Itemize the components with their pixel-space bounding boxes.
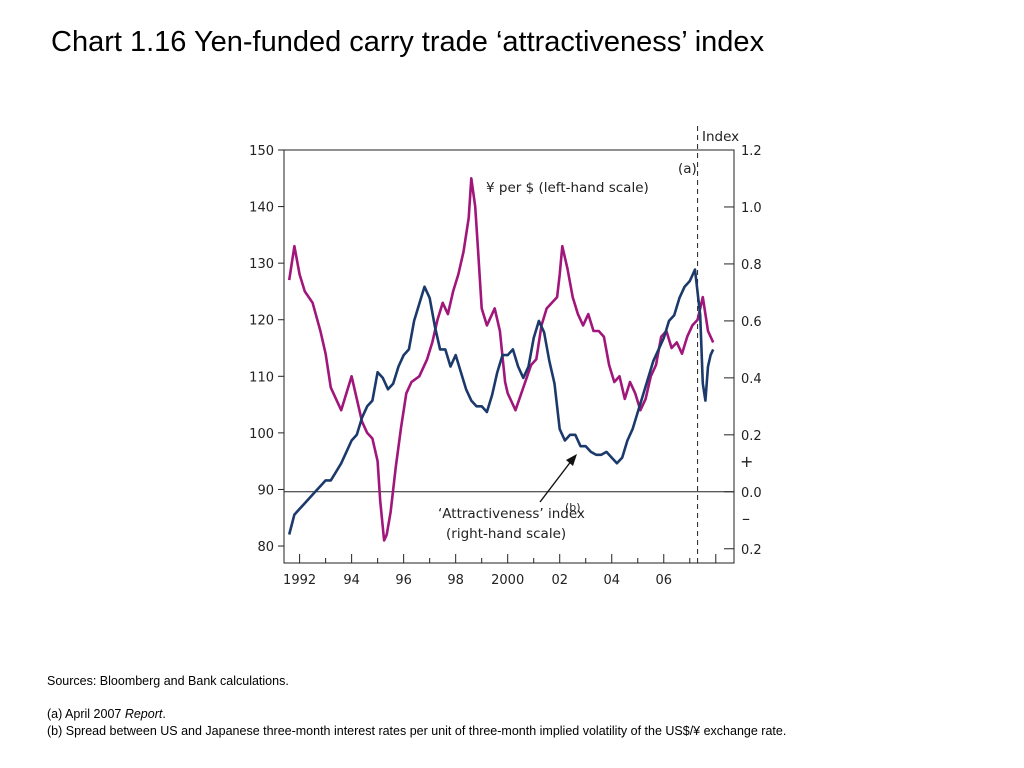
x-tick-label: 02: [551, 573, 568, 588]
left-tick-label: 120: [249, 314, 274, 329]
attractiveness-pointer-arrow: [539, 459, 573, 503]
footnote-a-end: .: [162, 707, 166, 721]
left-tick-label: 140: [249, 201, 274, 216]
x-tick-label: 06: [655, 573, 672, 588]
yen-series-label: ¥ per $ (left-hand scale): [486, 180, 649, 196]
sources-note: Sources: Bloomberg and Bank calculations…: [47, 674, 289, 688]
footnote-b: (b) Spread between US and Japanese three…: [47, 724, 787, 738]
attractiveness-label-line2: (right-hand scale): [446, 526, 566, 542]
left-tick-label: 100: [249, 427, 274, 442]
right-tick-label: 0.8: [741, 258, 762, 273]
footnote-a: (a) April 2007 Report.: [47, 707, 166, 721]
left-axis: 150 140 130 120 110 100 90 80: [249, 144, 284, 555]
x-tick-label: 96: [395, 573, 412, 588]
page-title: Chart 1.16 Yen-funded carry trade ‘attra…: [51, 26, 765, 58]
attractiveness-pointer-arrowhead: [566, 454, 577, 466]
right-axis-title: Index: [702, 129, 739, 145]
right-tick-label: 0.6: [741, 315, 762, 330]
footnote-a-text: (a) April 2007: [47, 707, 125, 721]
series-layer: [287, 177, 715, 542]
right-tick-label: 0.4: [741, 372, 762, 387]
a-marker-label: (a): [678, 161, 697, 177]
attractiveness-label-footnote: (b): [565, 501, 581, 514]
right-tick-label: 1.2: [741, 144, 762, 159]
minus-sign: –: [742, 509, 750, 528]
right-tick-label: 0.0: [741, 486, 762, 501]
left-tick-label: 130: [249, 257, 274, 272]
right-tick-label: 0.2: [741, 543, 762, 558]
x-tick-label: 1992: [283, 573, 316, 588]
right-tick-label: 0.2: [741, 429, 762, 444]
left-tick-label: 110: [249, 370, 274, 385]
right-axis: 1.2 1.0 0.8 0.6 0.4 0.2 0.0 0.2: [724, 144, 762, 558]
x-axis: 1992 94 96 98 2000 02 04 06: [283, 554, 717, 588]
left-tick-label: 80: [257, 540, 274, 555]
plus-sign: +: [740, 452, 753, 471]
footnote-a-italic: Report: [124, 707, 163, 721]
x-tick-label: 98: [447, 573, 464, 588]
x-tick-label: 94: [343, 573, 360, 588]
attractiveness-label-line1: ‘Attractiveness’ index: [438, 506, 585, 522]
plot-frame: [283, 149, 735, 564]
x-tick-label: 04: [603, 573, 620, 588]
attractiveness-index-line: [287, 268, 715, 535]
yen-per-dollar-line: [287, 177, 715, 542]
left-tick-label: 90: [257, 483, 274, 498]
left-tick-label: 150: [249, 144, 274, 159]
right-tick-label: 1.0: [741, 201, 762, 216]
x-tick-label: 2000: [491, 573, 524, 588]
